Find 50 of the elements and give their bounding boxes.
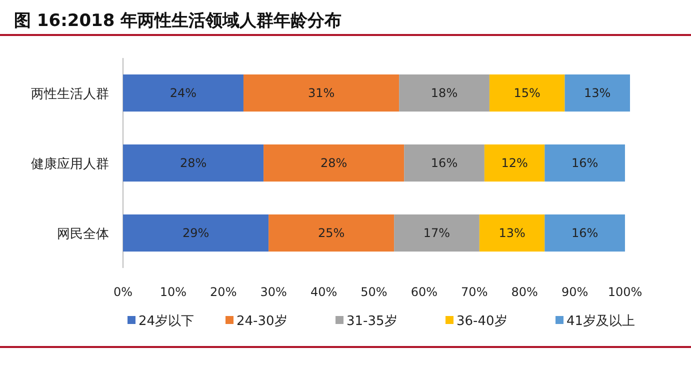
- text: 16%: [571, 156, 598, 170]
- x-tick-label: 100%: [608, 285, 642, 299]
- text: 25%: [318, 226, 345, 240]
- bar: [123, 144, 264, 182]
- text: 13%: [498, 226, 526, 240]
- x-tick-label: 20%: [210, 285, 237, 299]
- text: 16%: [430, 156, 458, 170]
- text: 15%: [514, 86, 540, 100]
- text: 28%: [180, 156, 207, 170]
- x-tick-label: 40%: [310, 285, 338, 299]
- bar: [264, 144, 404, 182]
- bar: [243, 74, 400, 112]
- bar: [123, 214, 269, 252]
- y-tick-label: 健康应用人群: [31, 156, 109, 172]
- bar: [544, 214, 625, 252]
- bar: [404, 144, 484, 182]
- text: 12%: [501, 156, 528, 170]
- bar: [489, 74, 565, 112]
- text: 24%: [170, 86, 197, 100]
- legend-label: 24岁以下: [138, 314, 194, 329]
- chart-title: 图 16:2018 年两性生活领域人群年龄分布: [14, 11, 342, 31]
- y-tick-label: 两性生活人群: [31, 87, 109, 102]
- x-tick-label: 80%: [511, 285, 538, 299]
- legend-label: 36-40岁: [456, 314, 508, 329]
- bar: [123, 74, 244, 112]
- bar: [564, 74, 630, 112]
- text: 28%: [320, 156, 348, 170]
- legend-label: 41岁及以上: [566, 314, 636, 329]
- x-tick-label: 10%: [160, 285, 187, 299]
- text: 18%: [430, 86, 458, 100]
- text: 16%: [571, 226, 598, 240]
- legend-label: 24-30岁: [236, 314, 288, 329]
- x-tick-label: 70%: [461, 285, 488, 299]
- text: 13%: [584, 86, 611, 100]
- x-tick-label: 30%: [260, 285, 287, 299]
- bar: [268, 214, 394, 252]
- y-tick-label: 网民全体: [57, 227, 109, 242]
- text: 17%: [423, 226, 450, 240]
- x-tick-label: 90%: [561, 285, 588, 299]
- text: 29%: [182, 226, 210, 240]
- x-tick-label: 0%: [113, 285, 133, 299]
- legend-label: 31-35岁: [346, 314, 398, 329]
- bar: [484, 144, 545, 182]
- bar: [544, 144, 625, 182]
- x-tick-label: 50%: [360, 285, 388, 299]
- bar: [394, 214, 480, 252]
- text: 31%: [308, 86, 335, 100]
- bar: [399, 74, 490, 112]
- bar: [479, 214, 545, 252]
- x-tick-label: 60%: [410, 285, 438, 299]
